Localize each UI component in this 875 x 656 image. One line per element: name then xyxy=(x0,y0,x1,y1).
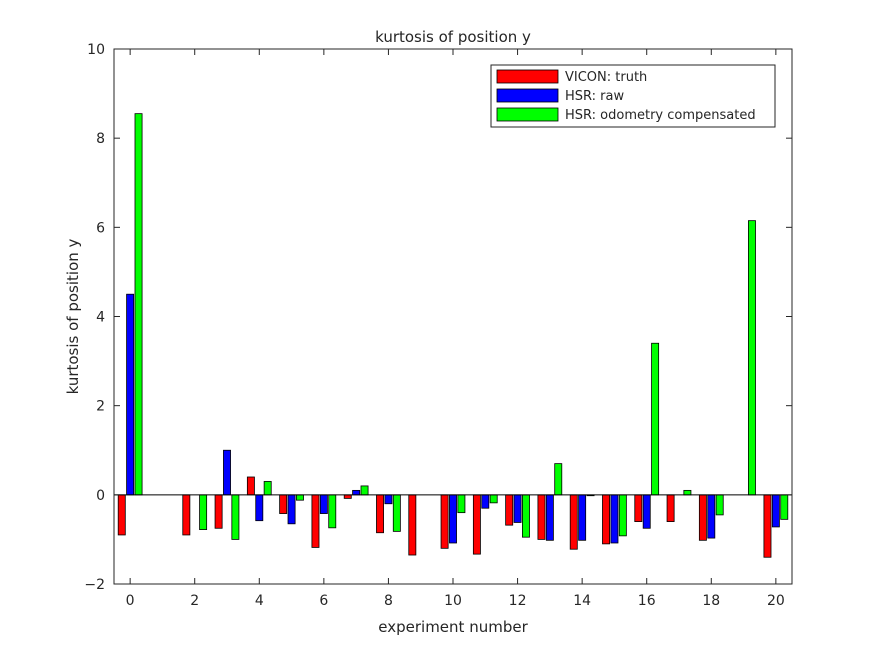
y-tick-label: 2 xyxy=(96,399,105,415)
x-tick-label: 20 xyxy=(767,593,785,609)
bar-series2-x2 xyxy=(199,494,208,530)
bar-series0-x2 xyxy=(182,494,191,536)
x-tick-label: 10 xyxy=(444,593,462,609)
bar-series0-x0 xyxy=(117,494,126,536)
bar-series2-x10 xyxy=(457,494,466,514)
bar-series1-x6 xyxy=(319,494,328,514)
y-axis-label: kurtosis of position y xyxy=(64,238,82,394)
y-tick-label: 6 xyxy=(96,220,105,236)
y-tick-label: 10 xyxy=(87,42,105,58)
bar-series2-x17 xyxy=(683,489,692,496)
bar-series0-x5 xyxy=(279,494,288,514)
bar-series1-x20 xyxy=(771,494,780,528)
legend-swatch-1 xyxy=(496,88,559,103)
y-tick-label: 8 xyxy=(96,131,105,147)
x-axis-ticks: 0 2 4 6 8 10 12 14 16 18 20 xyxy=(126,49,785,609)
bar-series1-x13 xyxy=(545,494,554,541)
bar-series1-x12 xyxy=(513,494,522,523)
bar-series0-x8 xyxy=(376,494,384,534)
bar-series1-x3 xyxy=(223,449,231,496)
bar-series2-x16 xyxy=(651,342,660,496)
bar-series0-x14 xyxy=(569,494,578,550)
bar-series0-x3 xyxy=(214,494,223,529)
y-tick-label: 0 xyxy=(96,488,105,504)
bar-series0-x4 xyxy=(246,476,255,496)
bar-series1-x7 xyxy=(352,489,361,496)
bar-series0-x17 xyxy=(666,494,675,522)
bar-series1-x15 xyxy=(610,494,619,544)
bar-series2-x19 xyxy=(748,220,756,496)
x-tick-label: 12 xyxy=(509,593,527,609)
bar-series1-x4 xyxy=(255,494,264,522)
bar-series1-x10 xyxy=(449,494,457,544)
bar-series0-x16 xyxy=(634,494,643,522)
legend-label-1: HSR: raw xyxy=(565,89,624,104)
y-tick-label: −2 xyxy=(84,577,105,593)
bar-series2-x11 xyxy=(489,494,498,504)
bar-series2-x3 xyxy=(231,494,240,540)
x-tick-label: 0 xyxy=(126,593,135,609)
x-tick-label: 16 xyxy=(638,593,656,609)
bar-series1-x18 xyxy=(707,494,716,539)
bar-series1-x5 xyxy=(287,494,296,525)
x-tick-label: 14 xyxy=(573,593,591,609)
bar-series1-x14 xyxy=(578,494,587,541)
bar-series0-x10 xyxy=(440,494,449,549)
bar-series0-x13 xyxy=(537,494,546,540)
bar-series0-x15 xyxy=(602,494,610,545)
bar-series0-x20 xyxy=(763,494,772,558)
bar-series0-x7 xyxy=(343,494,352,499)
bar-series1-x0 xyxy=(126,293,135,496)
bar-series1-x16 xyxy=(642,494,651,529)
bar-series2-x18 xyxy=(715,494,724,516)
bar-series2-x0 xyxy=(134,113,143,496)
legend-label-2: HSR: odometry compensated xyxy=(565,108,756,123)
bar-series0-x18 xyxy=(698,494,707,541)
bar-series0-x9 xyxy=(408,494,417,556)
bar-series1-x8 xyxy=(384,494,393,505)
bar-series0-x6 xyxy=(311,494,320,548)
bar-series1-x11 xyxy=(481,494,490,509)
legend-swatch-2 xyxy=(496,107,559,122)
bar-series0-x11 xyxy=(472,494,481,555)
bar-series2-x5 xyxy=(296,494,304,501)
legend-swatch-0 xyxy=(496,69,559,84)
x-axis-label: experiment number xyxy=(378,618,528,636)
x-tick-label: 4 xyxy=(255,593,264,609)
bar-series2-x15 xyxy=(618,494,627,537)
chart-title: kurtosis of position y xyxy=(375,28,531,46)
bar-series0-x12 xyxy=(505,494,514,526)
bar-series2-x12 xyxy=(522,494,530,538)
x-tick-label: 6 xyxy=(319,593,328,609)
bar-series2-x20 xyxy=(780,494,789,520)
bar-series2-x8 xyxy=(392,494,401,532)
legend-label-0: VICON: truth xyxy=(565,70,647,85)
bar-series2-x4 xyxy=(263,481,272,496)
bar-series2-x6 xyxy=(328,494,337,529)
bar-series2-x13 xyxy=(554,463,563,496)
x-tick-label: 18 xyxy=(702,593,720,609)
y-tick-label: 4 xyxy=(96,310,105,326)
bar-series2-x7 xyxy=(360,485,369,496)
y-axis-ticks: −2 0 2 4 6 8 10 xyxy=(84,42,792,593)
legend: VICON: truth HSR: raw HSR: odometry compen… xyxy=(490,64,776,128)
x-tick-label: 2 xyxy=(190,593,199,609)
x-tick-label: 8 xyxy=(384,593,393,609)
